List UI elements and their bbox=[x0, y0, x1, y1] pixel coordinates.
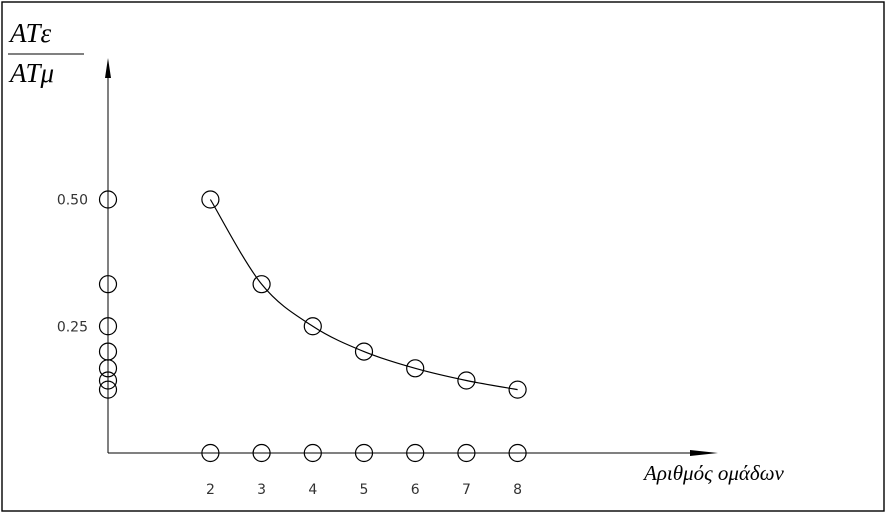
data-point-s1-p5 bbox=[457, 443, 476, 463]
data-point-s2-p2 bbox=[98, 317, 118, 336]
data-point-s0-p6 bbox=[508, 380, 527, 399]
data-point-s2-p6 bbox=[98, 380, 118, 399]
y-axis-label-denominator: ATμ bbox=[8, 58, 54, 88]
data-point-s2-p0 bbox=[98, 190, 118, 209]
data-point-s2-p4 bbox=[98, 359, 118, 378]
curve-layer bbox=[209, 199, 518, 391]
data-point-s0-p0 bbox=[201, 190, 220, 209]
data-point-s1-p3 bbox=[354, 443, 374, 463]
y-axis-label-numerator: ATε bbox=[8, 18, 52, 48]
data-point-s1-p0 bbox=[201, 443, 220, 463]
data-point-s2-p1 bbox=[98, 275, 118, 294]
x-tick-label-5: 5 bbox=[360, 482, 369, 498]
tick-label-layer: 2 3 4 5 6 7 8 0.50 0.25 bbox=[57, 193, 522, 499]
data-point-s1-p4 bbox=[406, 443, 425, 463]
fitted-curve-series-0 bbox=[209, 199, 518, 391]
x-tick-label-8: 8 bbox=[513, 482, 522, 498]
x-axis-label: Αριθμός ομάδων bbox=[642, 461, 785, 485]
data-point-s0-p2 bbox=[303, 317, 322, 336]
data-point-s0-p3 bbox=[354, 342, 374, 361]
y-axis-arrow-icon bbox=[105, 58, 111, 78]
data-point-s1-p6 bbox=[508, 443, 527, 463]
y-tick-label-0.25: 0.25 bbox=[57, 319, 88, 335]
data-point-s2-p5 bbox=[98, 371, 118, 390]
y-tick-label-0.50: 0.50 bbox=[57, 193, 88, 209]
data-point-s1-p2 bbox=[303, 443, 322, 463]
x-tick-label-3: 3 bbox=[257, 482, 266, 498]
data-point-s0-p5 bbox=[457, 371, 476, 390]
x-tick-label-6: 6 bbox=[411, 482, 420, 498]
data-point-s0-p1 bbox=[252, 275, 271, 294]
x-tick-label-2: 2 bbox=[206, 482, 215, 498]
x-axis-arrow-icon bbox=[690, 450, 718, 456]
x-tick-label-7: 7 bbox=[462, 482, 471, 498]
data-point-s0-p4 bbox=[406, 359, 425, 378]
data-point-s1-p1 bbox=[252, 443, 271, 463]
x-tick-label-4: 4 bbox=[308, 482, 317, 498]
marker-layer bbox=[98, 190, 527, 463]
